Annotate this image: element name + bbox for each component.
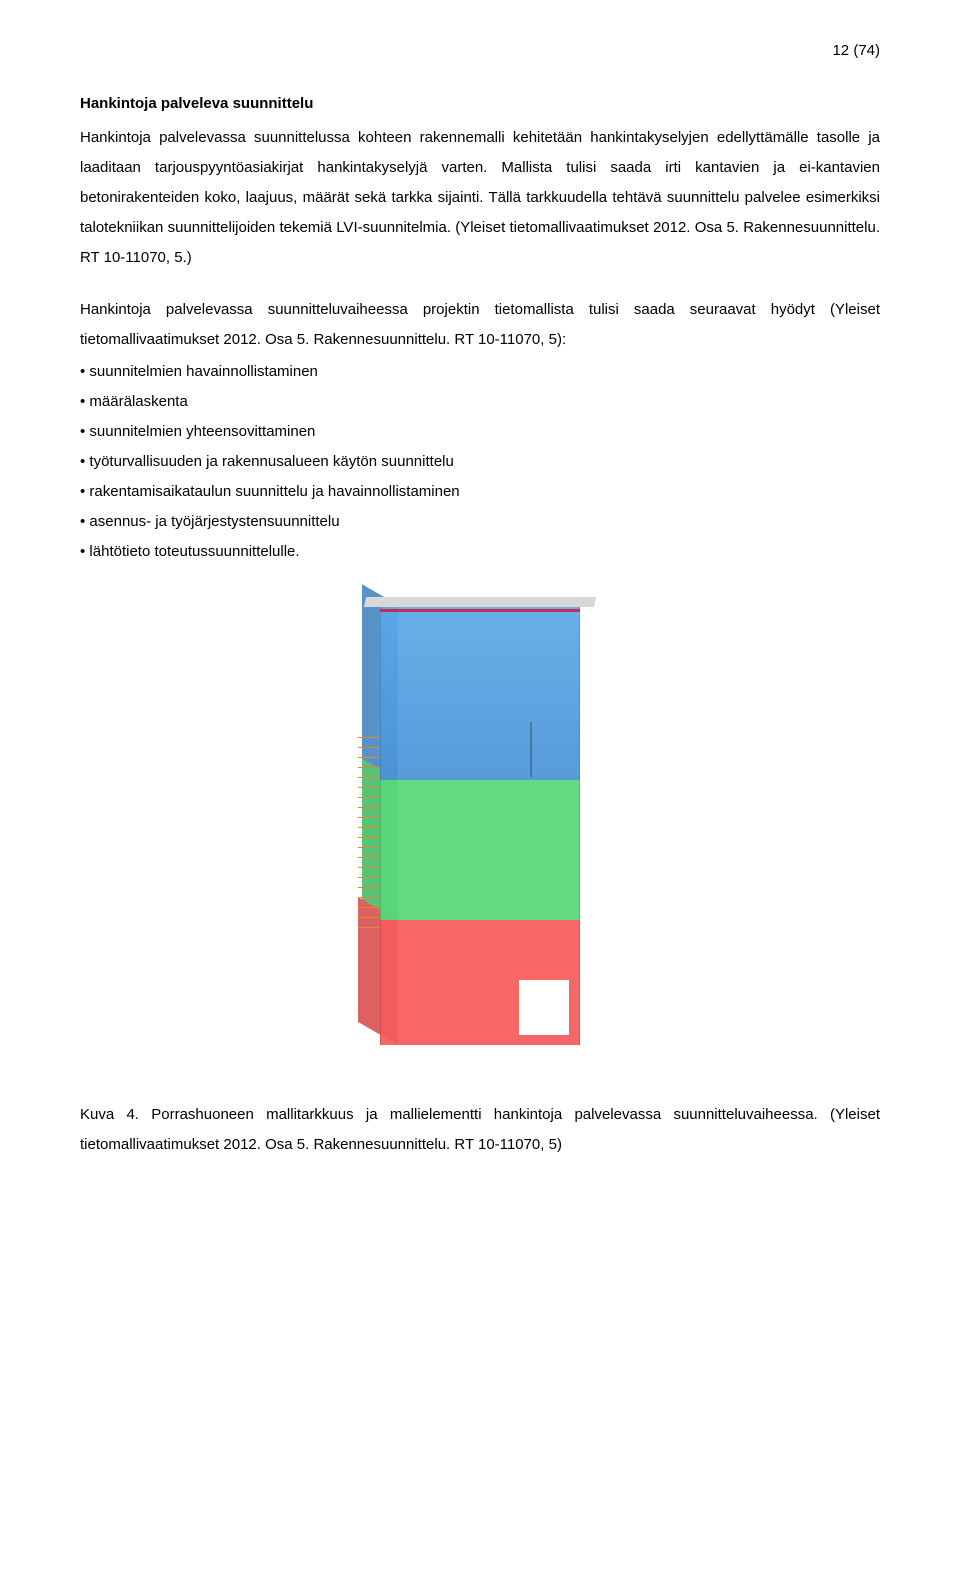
model-blue-segment: [380, 605, 580, 780]
paragraph-1: Hankintoja palvelevassa suunnittelussa k…: [80, 123, 880, 273]
model-door-opening: [519, 980, 569, 1035]
stairwell-model-figure: [380, 597, 580, 1047]
model-red-segment: [380, 920, 580, 1045]
figure-caption: Kuva 4. Porrashuoneen mallitarkkuus ja m…: [80, 1100, 880, 1160]
list-item: asennus- ja työjärjestystensuunnittelu: [80, 507, 880, 537]
benefits-list: suunnitelmien havainnollistaminen määräl…: [80, 357, 880, 567]
model-edge-line: [530, 722, 532, 777]
section-heading: Hankintoja palveleva suunnittelu: [80, 93, 880, 116]
list-item: määrälaskenta: [80, 387, 880, 417]
model-accent-line: [380, 609, 580, 612]
intro-paragraph: Hankintoja palvelevassa suunnitteluvaihe…: [80, 295, 880, 355]
figure-container: [80, 597, 880, 1055]
list-item: työturvallisuuden ja rakennusalueen käyt…: [80, 447, 880, 477]
model-rebar-overlay: [358, 737, 388, 932]
list-item: lähtötieto toteutussuunnittelulle.: [80, 537, 880, 567]
list-item: rakentamisaikataulun suunnittelu ja hava…: [80, 477, 880, 507]
page-number: 12 (74): [80, 40, 880, 63]
list-item: suunnitelmien havainnollistaminen: [80, 357, 880, 387]
list-item: suunnitelmien yhteensovittaminen: [80, 417, 880, 447]
model-top-slab: [364, 597, 596, 607]
model-green-segment: [380, 780, 580, 920]
